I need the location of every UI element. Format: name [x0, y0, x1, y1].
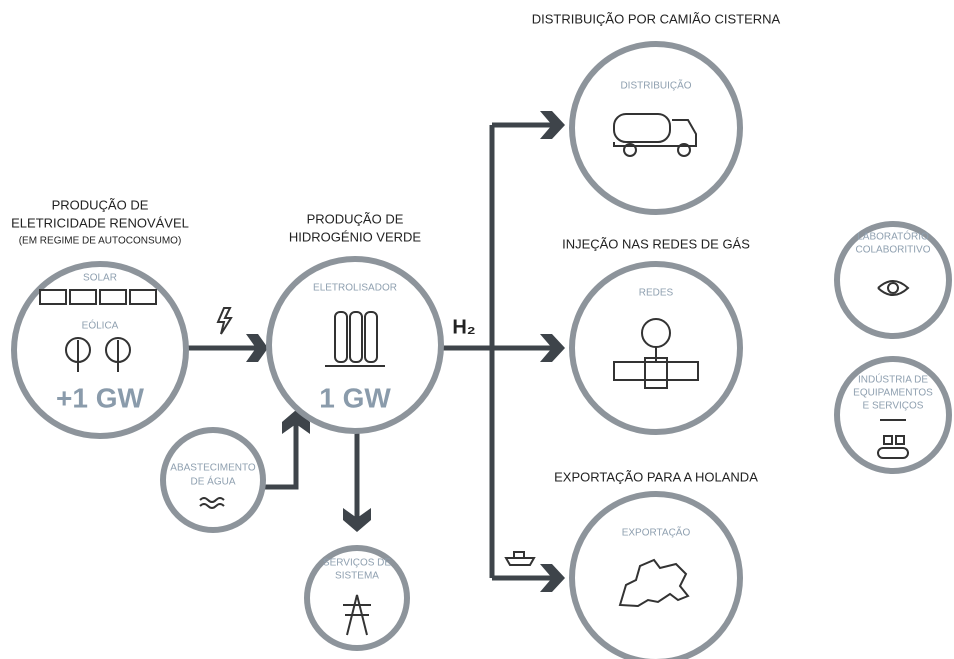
- label: ABASTECIMENTO: [170, 463, 256, 474]
- node-circle: [11, 261, 189, 439]
- label: LABORATÓRIO: [857, 230, 929, 243]
- eye-icon: [877, 280, 910, 296]
- output-label: H₂: [452, 316, 475, 338]
- truck-icon: [613, 113, 697, 157]
- conveyor-icon: [877, 419, 909, 459]
- wind-icon: [65, 337, 131, 372]
- gas-grid: INJEÇÃO NAS REDES DE GÁS REDES: [562, 236, 750, 435]
- node-circle: [266, 256, 444, 434]
- label: SOLAR: [83, 273, 117, 284]
- capacity: 1 GW: [319, 382, 391, 413]
- arrows: [188, 111, 565, 592]
- solar-icon: [39, 289, 157, 305]
- label: EXPORTAÇÃO: [622, 526, 691, 539]
- heading: EXPORTAÇÃO PARA A HOLANDA: [554, 469, 758, 484]
- node-circle: [160, 427, 266, 533]
- label: DE ÁGUA: [190, 475, 235, 488]
- label: ELETROLISADOR: [313, 283, 397, 294]
- label: EQUIPAMENTOS: [853, 388, 933, 399]
- water: ABASTECIMENTO DE ÁGUA: [160, 427, 266, 533]
- export: EXPORTAÇÃO PARA A HOLANDA EXPORTAÇÃO: [554, 469, 758, 659]
- water-icon: [199, 497, 225, 509]
- capacity: +1 GW: [56, 382, 144, 413]
- europe-icon: [618, 558, 690, 608]
- label: SERVIÇOS DE: [323, 558, 391, 569]
- heading: PRODUÇÃO DE: [52, 197, 149, 212]
- heading: ELETRICIDADE RENOVÁVEL: [11, 215, 189, 230]
- label: SISTEMA: [335, 571, 379, 582]
- heading: PRODUÇÃO DE: [307, 211, 404, 226]
- heading: INJEÇÃO NAS REDES DE GÁS: [562, 236, 750, 251]
- label: DISTRIBUIÇÃO: [620, 79, 691, 92]
- electrolyzer-icon: [325, 311, 385, 367]
- node-circle: [569, 41, 743, 215]
- renewable: PRODUÇÃO DE ELETRICIDADE RENOVÁVEL (EM R…: [11, 197, 189, 439]
- industry: INDÚSTRIA DE EQUIPAMENTOS E SERVIÇOS: [834, 356, 952, 474]
- heading: (EM REGIME DE AUTOCONSUMO): [19, 236, 182, 247]
- label: E SERVIÇOS: [863, 401, 924, 412]
- gauge-icon: [613, 318, 699, 389]
- hydrogen: PRODUÇÃO DE HIDROGÉNIO VERDE ELETROLISAD…: [266, 211, 476, 434]
- node-circle: [834, 356, 952, 474]
- label: INDÚSTRIA DE: [858, 373, 928, 386]
- label: COLABORITIVO: [855, 245, 930, 256]
- label: EÓLICA: [82, 319, 119, 332]
- services: SERVIÇOS DE SISTEMA: [304, 545, 410, 651]
- lab: LABORATÓRIO COLABORITIVO: [834, 221, 952, 339]
- tower-icon: [343, 594, 371, 636]
- distribution: DISTRIBUIÇÃO POR CAMIÃO CISTERNA DISTRIB…: [532, 11, 781, 215]
- heading: DISTRIBUIÇÃO POR CAMIÃO CISTERNA: [532, 11, 781, 26]
- label: REDES: [639, 288, 674, 299]
- heading: HIDROGÉNIO VERDE: [289, 229, 422, 244]
- node-circle: [569, 491, 743, 659]
